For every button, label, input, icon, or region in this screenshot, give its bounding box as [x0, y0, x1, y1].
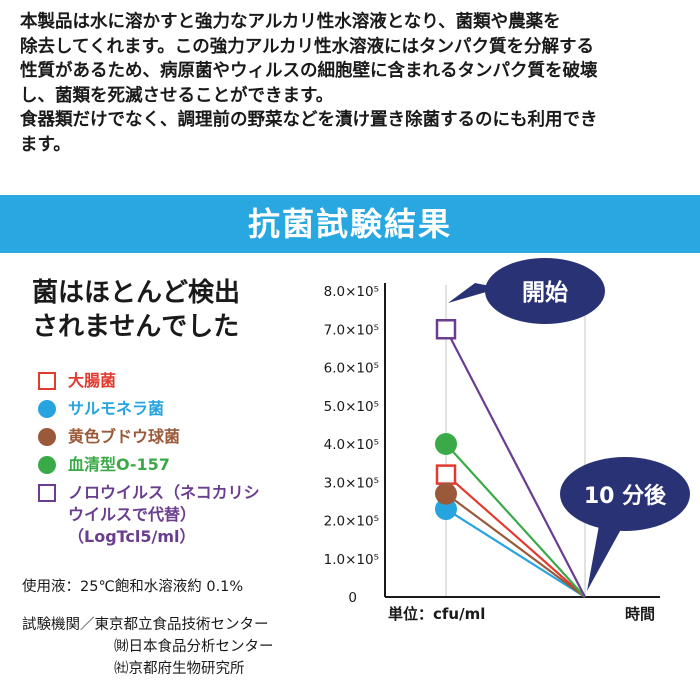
end-callout-label: 10 分後 [584, 483, 667, 509]
headline-line-1: 菌はほとんど検出 [32, 278, 241, 308]
intro-line: 食器類だけでなく、調理前の野菜などを漬け置き除菌するのにも利用でき [20, 110, 598, 130]
end-callout-tail [587, 520, 625, 591]
legend-item: 血清型O-157 [38, 454, 338, 476]
legend-item: ノロウイルス（ネコカリシ ウイルスで代替） （LogTcl5/ml） [38, 482, 338, 548]
legend-item: 黄色ブドウ球菌 [38, 426, 338, 448]
legend-item: 大腸菌 [38, 370, 338, 392]
section-banner: 抗菌試験結果 [0, 195, 700, 253]
headline-line-2: されませんでした [32, 312, 240, 342]
start-callout-bubble [485, 258, 605, 324]
y-tick-label: 4.0×10⁵ [324, 437, 379, 453]
x-axis-label: 時間 [625, 605, 655, 623]
unit-label: 単位：cfu/ml [388, 605, 485, 623]
legend-label: ノロウイルス（ネコカリシ ウイルスで代替） （LogTcl5/ml） [68, 482, 338, 548]
legend-label-line: （LogTcl5/ml） [68, 527, 196, 546]
data-point-circle [435, 433, 457, 455]
square-marker-icon [38, 484, 56, 502]
data-point-square [435, 464, 457, 485]
legend-label-line: ウイルスで代替） [68, 505, 197, 524]
intro-line: 除去してくれます。この強力アルカリ性水溶液にはタンパク質を分解する [20, 36, 594, 57]
chart-legend: 大腸菌サルモネラ菌 黄色ブドウ球菌 血清型O-157 ノロウイルス（ネコカリシ ウイルス… [38, 370, 338, 554]
solution-note: 使用液：25℃飽和水溶液約 0.1% [22, 579, 244, 595]
legend-label: 大腸菌 [68, 371, 117, 390]
intro-line: ます。 [20, 134, 71, 155]
intro-line: 性質があるため、病原菌やウィルスの細胞壁に含まれるタンパク質を破壊 [20, 61, 598, 81]
y-tick-label: 2.0×10⁵ [324, 514, 379, 530]
series-line [445, 328, 586, 598]
legend-label: 黄色ブドウ球菌 [68, 427, 181, 446]
data-point-circle [435, 498, 457, 521]
data-point-square [435, 319, 457, 340]
intro-line: し、菌類を死滅させることができます。 [20, 85, 334, 106]
end-callout-bubble [560, 457, 690, 531]
y-tick-label: 7.0×10⁵ [324, 322, 379, 338]
circle-marker-icon [38, 428, 56, 446]
y-tick-label: 1.0×10⁵ [324, 552, 379, 568]
test-notes: 使用液：25℃飽和水溶液約 0.1% 試験機関／東京都立食品技術センター ㈶日本… [22, 576, 352, 680]
legend-label: 血清型O-157 [68, 455, 170, 474]
result-headline: 菌はほとんど検出 されませんでした [32, 276, 312, 344]
test-organization-2: ㈶日本食品分析センター [114, 639, 274, 655]
series-line [445, 508, 586, 598]
legend-label-line: ノロウイルス（ネコカリシ [68, 483, 260, 502]
circle-marker-icon [38, 456, 56, 474]
intro-line: 本製品は水に溶かすと強力なアルカリ性水溶液となり、菌類や農薬を [20, 12, 561, 32]
test-organization: 試験機関／東京都立食品技術センター [22, 617, 269, 633]
start-callout-label: 開始 [522, 279, 568, 306]
legend-item: サルモネラ菌 [38, 398, 338, 420]
y-tick-label: 8.0×10⁵ [324, 284, 379, 300]
series-line [445, 443, 586, 598]
series-line [445, 492, 586, 598]
series-line [445, 473, 586, 598]
y-tick-label: 5.0×10⁵ [324, 399, 379, 415]
banner-title: 抗菌試験結果 [247, 205, 452, 243]
square-marker-icon [38, 372, 56, 390]
circle-marker-icon [38, 400, 56, 418]
test-organization-3: ㈳京都府生物研究所 [114, 661, 245, 677]
y-tick-label: 3.0×10⁵ [324, 475, 379, 491]
intro-paragraph: 本製品は水に溶かすと強力なアルカリ性水溶液となり、菌類や農薬を 除去してくれます… [20, 10, 692, 157]
data-point-circle [435, 482, 457, 505]
legend-label: サルモネラ菌 [68, 399, 165, 418]
y-tick-label: 6.0×10⁵ [324, 361, 379, 377]
y-tick-label: 0 [348, 590, 357, 606]
